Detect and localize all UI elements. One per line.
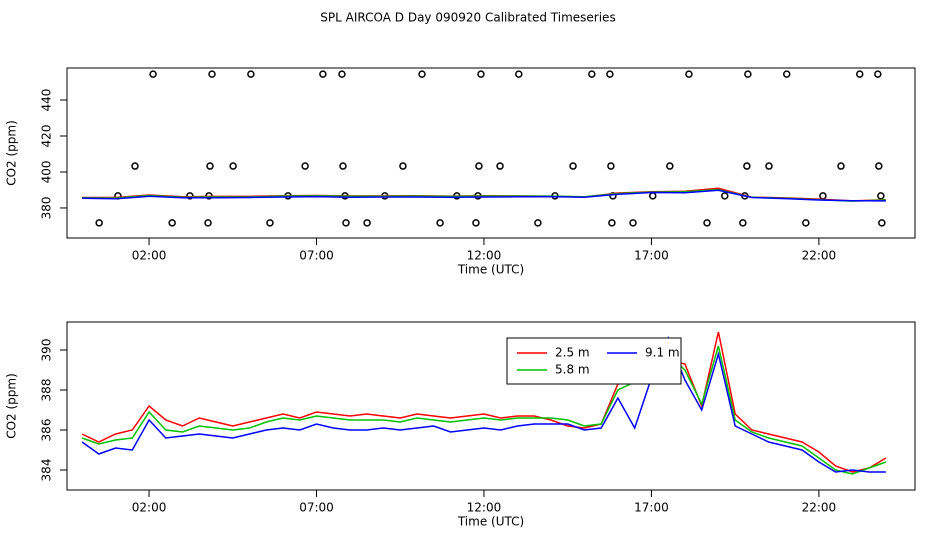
x-axis-label: Time (UTC) bbox=[457, 263, 524, 277]
point bbox=[204, 219, 212, 227]
point bbox=[878, 219, 886, 227]
point bbox=[186, 192, 194, 200]
series-line bbox=[82, 187, 886, 202]
point bbox=[744, 70, 752, 78]
point bbox=[247, 70, 255, 78]
y-tick-label: 386 bbox=[40, 419, 54, 442]
y-axis-label: CO2 (ppm) bbox=[5, 120, 19, 186]
point bbox=[608, 219, 616, 227]
point bbox=[739, 219, 747, 227]
plot-frame bbox=[66, 67, 916, 239]
x-tick-label: 17:00 bbox=[634, 249, 669, 263]
point bbox=[477, 70, 485, 78]
point bbox=[418, 70, 426, 78]
x-tick-label: 02:00 bbox=[132, 249, 167, 263]
x-tick-label: 07:00 bbox=[299, 501, 334, 515]
point bbox=[874, 70, 882, 78]
point bbox=[877, 192, 885, 200]
x-tick-label: 22:00 bbox=[802, 501, 837, 515]
x-tick-label: 17:00 bbox=[634, 501, 669, 515]
legend-label: 2.5 m bbox=[555, 346, 590, 360]
point bbox=[515, 70, 523, 78]
point bbox=[721, 192, 729, 200]
x-tick-label: 12:00 bbox=[467, 501, 502, 515]
point bbox=[743, 162, 751, 170]
legend-label: 5.8 m bbox=[555, 363, 590, 377]
point bbox=[229, 162, 237, 170]
point bbox=[301, 162, 309, 170]
y-axis-label: CO2 (ppm) bbox=[5, 373, 19, 439]
y-tick-label: 400 bbox=[40, 161, 54, 184]
series-line bbox=[81, 331, 887, 473]
point bbox=[475, 162, 483, 170]
point bbox=[837, 162, 845, 170]
point bbox=[472, 219, 480, 227]
point bbox=[436, 219, 444, 227]
y-tick-label: 388 bbox=[40, 379, 54, 402]
point bbox=[607, 162, 615, 170]
point bbox=[819, 192, 827, 200]
x-tick-label: 02:00 bbox=[132, 501, 167, 515]
y-tick-label: 440 bbox=[40, 89, 54, 112]
plot-frame bbox=[66, 321, 916, 491]
point bbox=[149, 70, 157, 78]
point bbox=[338, 70, 346, 78]
point bbox=[588, 70, 596, 78]
legend-label: 9.1 m bbox=[645, 346, 680, 360]
x-axis-label: Time (UTC) bbox=[457, 515, 524, 529]
point bbox=[606, 70, 614, 78]
series-line bbox=[81, 336, 886, 473]
y-tick-label: 384 bbox=[40, 459, 54, 482]
point bbox=[319, 70, 327, 78]
point bbox=[534, 219, 542, 227]
point bbox=[131, 162, 139, 170]
point bbox=[569, 162, 577, 170]
chart-title: SPL AIRCOA D Day 090920 Calibrated Times… bbox=[320, 11, 615, 25]
point bbox=[95, 219, 103, 227]
point bbox=[802, 219, 810, 227]
point bbox=[685, 70, 693, 78]
x-tick-label: 22:00 bbox=[802, 249, 837, 263]
y-tick-label: 420 bbox=[40, 125, 54, 148]
point bbox=[206, 162, 214, 170]
series-line bbox=[82, 189, 886, 202]
point bbox=[703, 219, 711, 227]
point bbox=[339, 162, 347, 170]
point bbox=[782, 70, 791, 78]
legend-box bbox=[506, 337, 682, 385]
point bbox=[168, 219, 176, 227]
point bbox=[629, 219, 637, 227]
y-tick-label: 380 bbox=[40, 197, 54, 220]
point bbox=[266, 219, 274, 227]
y-tick-label: 390 bbox=[40, 339, 54, 362]
point bbox=[855, 70, 864, 78]
point bbox=[342, 219, 350, 227]
point bbox=[496, 162, 504, 170]
x-tick-label: 12:00 bbox=[467, 249, 502, 263]
series-line bbox=[81, 345, 887, 475]
point bbox=[399, 162, 407, 170]
point bbox=[649, 192, 657, 200]
point bbox=[666, 162, 674, 170]
point bbox=[208, 70, 216, 78]
point bbox=[875, 162, 883, 170]
point bbox=[363, 219, 371, 227]
point bbox=[765, 162, 773, 170]
x-tick-label: 07:00 bbox=[299, 249, 334, 263]
